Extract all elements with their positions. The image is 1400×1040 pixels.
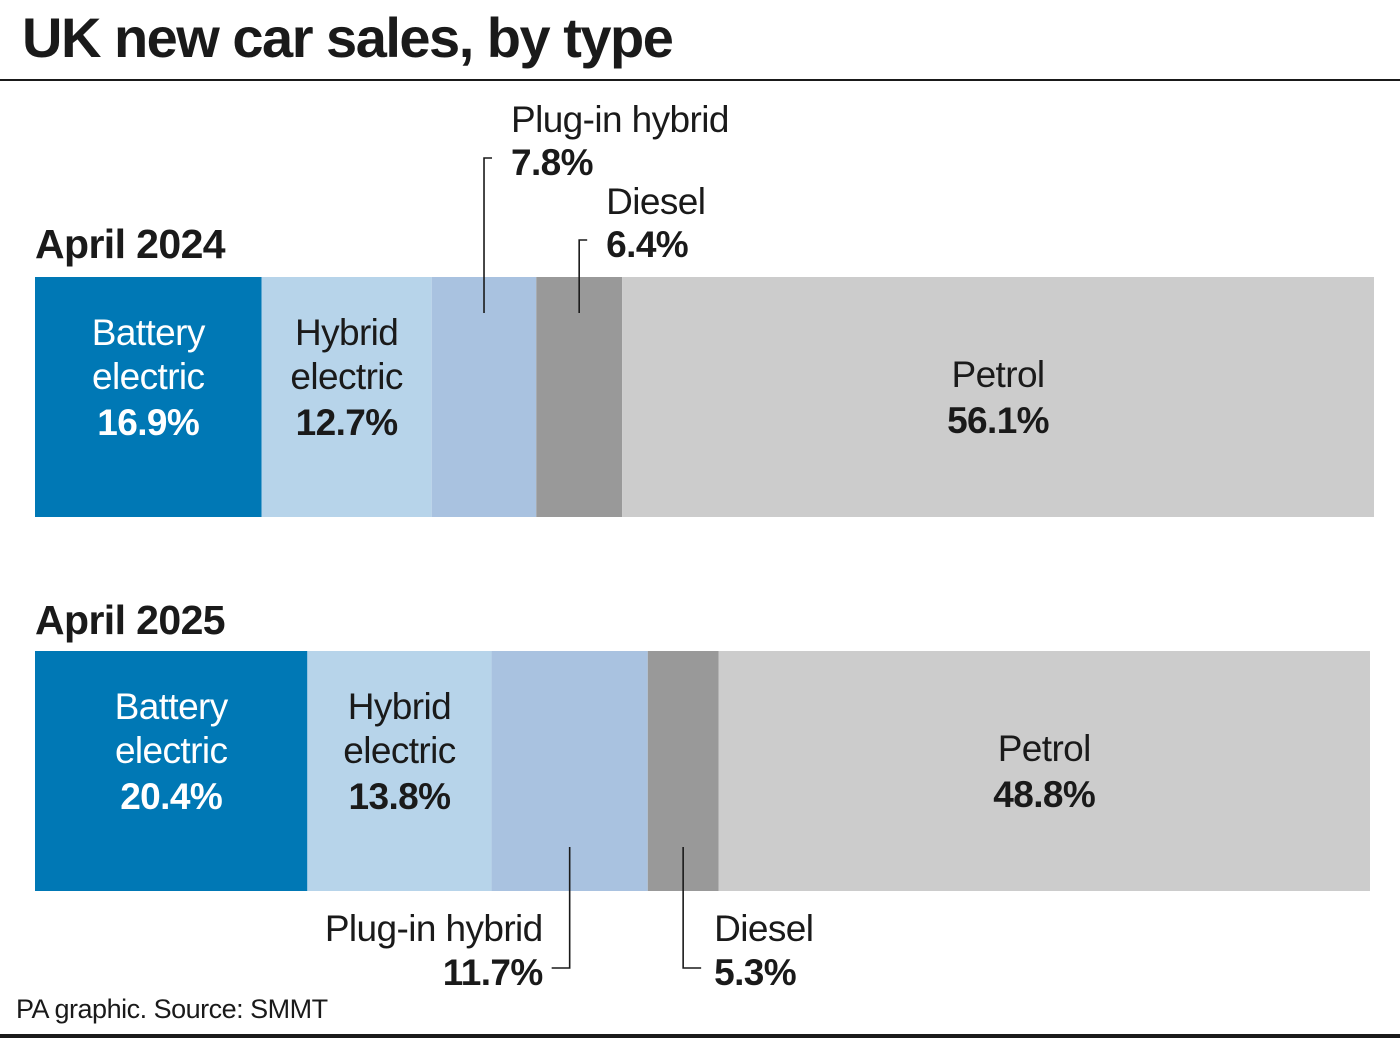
category-label-april-2024: April 2024 <box>35 221 226 267</box>
segment-label-april-2025-battery-electric: Battery <box>115 686 229 727</box>
data-label-april-2025-hybrid-electric: 13.8% <box>348 776 450 817</box>
segment-label-april-2025-hybrid-electric: Hybrid <box>348 686 451 727</box>
data-label-april-2024-plug-in-hybrid: 7.8% <box>511 142 593 183</box>
bar-segment-april-2024-hybrid-electric <box>261 277 432 517</box>
bar-segment-april-2024-battery-electric <box>35 277 262 517</box>
segment-label-april-2024-diesel: Diesel <box>606 181 705 222</box>
title-divider <box>0 79 1400 81</box>
source-credit: PA graphic. Source: SMMT <box>16 994 328 1024</box>
data-label-april-2024-battery-electric: 16.9% <box>97 402 199 443</box>
segment-label-april-2024-petrol: Petrol <box>952 354 1045 395</box>
bar-segment-april-2024-diesel <box>536 277 623 517</box>
bar-segment-april-2024-petrol <box>622 277 1374 517</box>
segment-label-april-2024-hybrid-electric: Hybrid <box>295 312 398 353</box>
segment-label-april-2024-plug-in-hybrid: Plug-in hybrid <box>511 99 729 140</box>
callout-line-april-2025-diesel <box>682 847 702 969</box>
segment-label-april-2025-petrol: Petrol <box>998 728 1091 769</box>
bottom-divider <box>0 1034 1400 1038</box>
bar-segment-april-2025-battery-electric <box>35 651 308 891</box>
segment-label-april-2025-hybrid-electric: electric <box>343 730 455 771</box>
data-label-april-2025-diesel: 5.3% <box>714 952 796 993</box>
segment-label-april-2024-battery-electric: Battery <box>92 312 206 353</box>
bar-segment-april-2025-petrol <box>718 651 1370 891</box>
data-label-april-2024-diesel: 6.4% <box>606 224 688 265</box>
data-label-april-2024-petrol: 56.1% <box>947 400 1049 441</box>
callout-line-april-2025-plug-in-hybrid <box>551 847 571 969</box>
bar-segment-april-2024-plug-in-hybrid <box>431 277 537 517</box>
chart-title: UK new car sales, by type <box>22 6 674 69</box>
data-label-april-2024-hybrid-electric: 12.7% <box>296 402 398 443</box>
callout-line-april-2024-plug-in-hybrid <box>483 157 493 313</box>
bar-segment-april-2025-hybrid-electric <box>307 651 492 891</box>
data-label-april-2025-plug-in-hybrid: 11.7% <box>443 952 543 993</box>
segment-label-april-2025-diesel: Diesel <box>714 908 813 949</box>
data-label-april-2025-battery-electric: 20.4% <box>120 776 222 817</box>
segment-label-april-2025-plug-in-hybrid: Plug-in hybrid <box>325 908 543 949</box>
segment-label-april-2025-battery-electric: electric <box>115 730 227 771</box>
segment-label-april-2024-hybrid-electric: electric <box>290 356 402 397</box>
data-label-april-2025-petrol: 48.8% <box>993 774 1095 815</box>
callout-line-april-2024-diesel <box>578 239 588 313</box>
segment-label-april-2024-battery-electric: electric <box>92 356 204 397</box>
category-label-april-2025: April 2025 <box>35 597 225 643</box>
